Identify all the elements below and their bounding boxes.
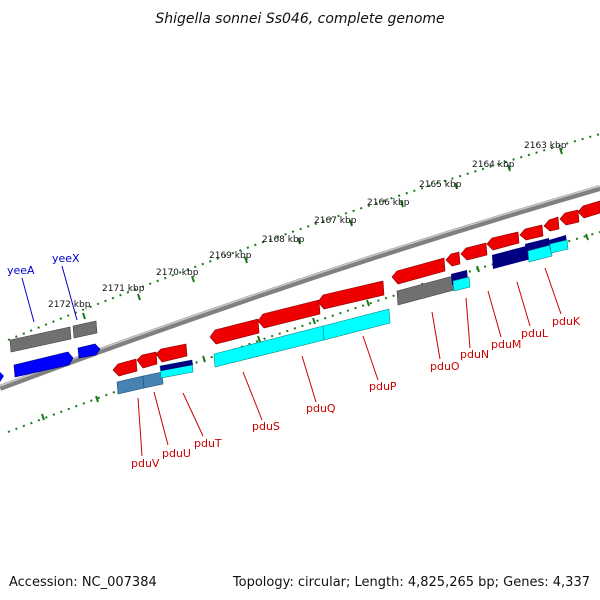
track-block xyxy=(116,375,145,395)
gene-leader-line xyxy=(153,391,169,446)
upper-features xyxy=(0,320,101,382)
gene-yeeX[interactable] xyxy=(77,343,101,359)
upper-labels: yeeA yeeX xyxy=(7,252,80,323)
gene-leader-line xyxy=(61,265,78,321)
gene-red-small[interactable] xyxy=(543,216,560,232)
outer-dotted-ring xyxy=(7,133,600,341)
gene-label-pduU[interactable]: pduU xyxy=(162,447,191,460)
major-tick xyxy=(95,395,99,403)
gene-leader-line xyxy=(487,290,502,338)
pdu-leader-lines xyxy=(137,267,562,457)
gene-pduU[interactable] xyxy=(136,351,158,369)
major-tick xyxy=(41,413,45,421)
gene-yeeX-gray[interactable] xyxy=(72,320,98,339)
major-tick xyxy=(454,182,458,190)
outer-tick-ring xyxy=(7,133,600,341)
gene-leader-line xyxy=(465,297,471,349)
major-tick xyxy=(559,147,563,155)
gene-label-pduN[interactable]: pduN xyxy=(460,348,489,361)
major-tick xyxy=(476,265,480,273)
major-tick xyxy=(400,200,404,208)
gene-leader-line xyxy=(182,392,204,437)
major-tick xyxy=(507,164,511,172)
gene-pduM[interactable] xyxy=(460,242,488,261)
tick-label: 2163 kbp xyxy=(524,141,567,151)
gene-pduQ[interactable] xyxy=(257,299,321,329)
major-tick xyxy=(82,312,86,320)
gene-label-yeeA[interactable]: yeeA xyxy=(7,264,35,277)
track-block xyxy=(142,371,164,389)
gene-leader-line xyxy=(431,311,441,360)
gene-pduS[interactable] xyxy=(209,318,260,345)
gene-red-edge[interactable] xyxy=(577,200,600,219)
gene-label-pduM[interactable]: pduM xyxy=(491,338,521,351)
gene-label-pduT[interactable]: pduT xyxy=(194,437,222,450)
major-tick xyxy=(312,317,316,325)
gene-label-pduS[interactable]: pduS xyxy=(252,420,280,433)
gene-yeeA-gray[interactable] xyxy=(9,326,72,353)
tick-label: 2165 kbp xyxy=(419,180,462,190)
track-block xyxy=(160,360,193,371)
tick-label: 2172 kbp xyxy=(48,300,91,310)
tick-label: 2171 kbp xyxy=(102,284,145,294)
backbone-band xyxy=(0,185,600,391)
gene-pduV[interactable] xyxy=(112,358,138,377)
gene-label-pduL[interactable]: pduL xyxy=(521,327,549,340)
backbone xyxy=(0,185,600,391)
gene-pduK[interactable] xyxy=(519,224,544,241)
topology-label: Topology: circular; Length: 4,825,265 bp… xyxy=(232,575,590,590)
gene-partial-left xyxy=(0,372,4,382)
gene-label-pduP[interactable]: pduP xyxy=(369,380,397,393)
tick-label: 2164 kbp xyxy=(472,160,515,170)
pdu-red-arrows xyxy=(112,200,600,377)
track-block xyxy=(492,245,531,269)
major-tick xyxy=(349,219,353,227)
gene-pduO[interactable] xyxy=(391,257,446,285)
major-tick xyxy=(202,355,206,363)
gene-label-pduO[interactable]: pduO xyxy=(430,360,460,373)
outer-major-ticks xyxy=(82,147,563,320)
major-tick xyxy=(297,237,301,245)
gene-leader-line xyxy=(362,335,379,381)
gene-pduP[interactable] xyxy=(317,280,385,310)
pdu-secondary-track xyxy=(116,235,569,395)
gene-label-pduQ[interactable]: pduQ xyxy=(306,402,336,415)
map-title: Shigella sonnei Ss046, complete genome xyxy=(155,11,444,27)
tick-label: 2170 kbp xyxy=(156,268,199,278)
track-block xyxy=(452,276,471,292)
gene-leader-line xyxy=(516,281,531,327)
tick-label: 2168 kbp xyxy=(262,235,305,245)
track-block xyxy=(549,239,569,254)
gene-yeeA[interactable] xyxy=(13,351,74,378)
gene-leader-line xyxy=(301,355,317,403)
major-tick xyxy=(585,233,589,241)
accession-label: Accession: NC_007384 xyxy=(9,575,157,590)
tick-label: 2169 kbp xyxy=(209,251,252,261)
major-tick xyxy=(244,256,248,264)
major-tick xyxy=(137,293,141,301)
gene-pduT[interactable] xyxy=(155,343,188,363)
tick-labels: 2163 kbp 2164 kbp 2165 kbp 2166 kbp 2167… xyxy=(48,141,567,310)
gene-leader-line xyxy=(544,267,562,315)
gene-leader-line xyxy=(137,397,143,457)
gene-label-pduV[interactable]: pduV xyxy=(131,457,160,470)
gene-leader-line xyxy=(242,371,263,421)
gene-pduL[interactable] xyxy=(486,231,520,251)
gene-red-small[interactable] xyxy=(559,209,580,226)
major-tick xyxy=(257,335,261,343)
gene-pduN[interactable] xyxy=(445,251,461,267)
track-block xyxy=(322,308,391,341)
major-tick xyxy=(191,275,195,283)
gene-label-pduK[interactable]: pduK xyxy=(552,315,581,328)
major-tick xyxy=(366,299,370,307)
tick-label: 2166 kbp xyxy=(367,198,410,208)
pdu-labels: pduV pduU pduT pduS pduQ pduP pduO pduN … xyxy=(131,315,581,470)
track-block xyxy=(527,244,553,263)
gene-leader-line xyxy=(21,277,35,323)
gene-label-yeeX[interactable]: yeeX xyxy=(52,252,80,265)
tick-label: 2167 kbp xyxy=(314,216,357,226)
